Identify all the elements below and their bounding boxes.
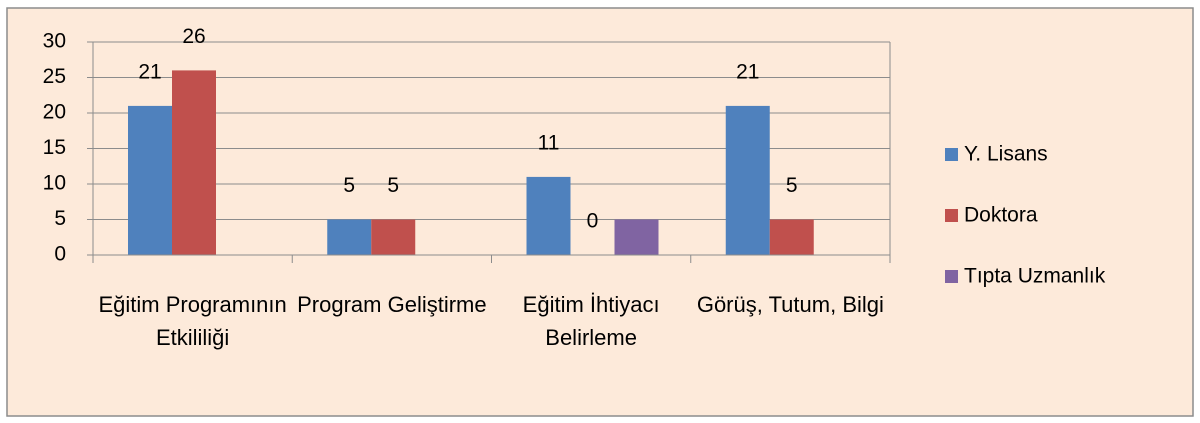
bar bbox=[172, 70, 216, 256]
data-label: 26 bbox=[182, 25, 205, 48]
y-tick-label: 15 bbox=[43, 136, 66, 159]
bar bbox=[371, 219, 416, 255]
data-label: 11 bbox=[538, 131, 560, 154]
legend-label: Y. Lisans bbox=[964, 143, 1048, 166]
legend-swatch bbox=[945, 209, 958, 222]
y-tick-label: 20 bbox=[43, 101, 66, 124]
data-label: 21 bbox=[736, 60, 759, 83]
x-tick-label: Görüş, Tutum, Bilgi bbox=[696, 292, 884, 317]
legend-label: Doktora bbox=[964, 204, 1038, 227]
y-tick-label: 0 bbox=[54, 243, 66, 266]
y-tick-label: 5 bbox=[54, 207, 66, 230]
x-tick-label: Program Geliştirme bbox=[297, 292, 487, 317]
data-label: 5 bbox=[343, 174, 355, 197]
bar bbox=[725, 105, 770, 256]
legend-label: Tıpta Uzmanlık bbox=[964, 265, 1106, 288]
bar bbox=[526, 176, 571, 255]
data-label: 0 bbox=[587, 210, 599, 233]
bar bbox=[327, 219, 372, 255]
data-label: 5 bbox=[786, 174, 798, 197]
y-tick-label: 10 bbox=[43, 172, 66, 195]
bar bbox=[128, 105, 172, 256]
y-tick-label: 25 bbox=[43, 65, 66, 88]
legend-swatch bbox=[945, 270, 958, 283]
bar bbox=[614, 219, 659, 255]
y-tick-label: 30 bbox=[43, 30, 66, 53]
x-tick-label: Eğitim Programının Etkililiği bbox=[98, 292, 287, 350]
legend-swatch bbox=[945, 148, 958, 161]
bar bbox=[769, 219, 814, 255]
data-label: 5 bbox=[387, 174, 399, 197]
data-label: 21 bbox=[138, 60, 161, 83]
x-tick-label: Eğitim İhtiyacı Belirleme bbox=[522, 292, 660, 350]
